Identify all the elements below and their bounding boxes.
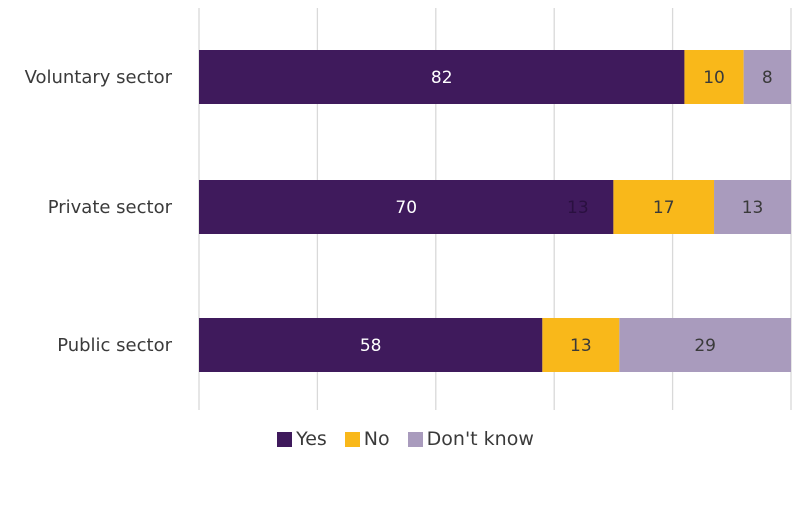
data-label-extra: 13 (567, 198, 589, 218)
legend: Yes No Don't know (0, 424, 811, 454)
bar-private-sector-no (613, 180, 715, 234)
category-label-voluntary-sector: Voluntary sector (25, 67, 173, 88)
bar-voluntary-sector-yes (199, 50, 685, 104)
bar-public-sector-yes (199, 318, 543, 372)
legend-item-dont-know: Don't know (407, 428, 534, 450)
legend-item-no: No (344, 428, 390, 450)
bar-private-sector-don-t-know (714, 180, 791, 234)
bar-public-sector-no (542, 318, 620, 372)
data-label-public-sector-don-t-know: 29 (694, 336, 716, 356)
data-label-private-sector-no: 17 (653, 198, 675, 218)
legend-swatch-yes (277, 431, 293, 447)
data-label-public-sector-yes: 58 (360, 336, 382, 356)
data-label-voluntary-sector-yes: 82 (431, 68, 453, 88)
bar-public-sector-don-t-know (619, 318, 791, 372)
legend-label-no: No (363, 428, 390, 450)
legend-item-yes: Yes (277, 428, 327, 450)
data-label-private-sector-don-t-know: 13 (742, 198, 764, 218)
bar-private-sector-yes (199, 180, 614, 234)
data-labels: 82 10 8 70 17 13 58 13 29 13 (360, 68, 773, 356)
bar-voluntary-sector-no (684, 50, 744, 104)
category-label-private-sector: Private sector (48, 197, 173, 218)
category-label-public-sector: Public sector (57, 335, 172, 356)
stacked-bar-chart: 82 10 8 70 17 13 58 13 29 13 Voluntary sector Priv… (25, 8, 792, 410)
data-label-private-sector-yes: 70 (395, 198, 417, 218)
legend-label-dont-know: Don't know (426, 428, 534, 450)
data-label-voluntary-sector-no: 10 (703, 68, 725, 88)
legend-label-yes: Yes (296, 428, 327, 450)
category-labels: Voluntary sector Private sector Public sec… (25, 67, 173, 356)
bars (199, 50, 791, 372)
legend-swatch-dont-know (407, 431, 423, 447)
data-label-voluntary-sector-don-t-know: 8 (762, 68, 773, 88)
data-label-public-sector-no: 13 (570, 336, 592, 356)
bar-voluntary-sector-don-t-know (743, 50, 791, 104)
legend-swatch-no (344, 431, 360, 447)
